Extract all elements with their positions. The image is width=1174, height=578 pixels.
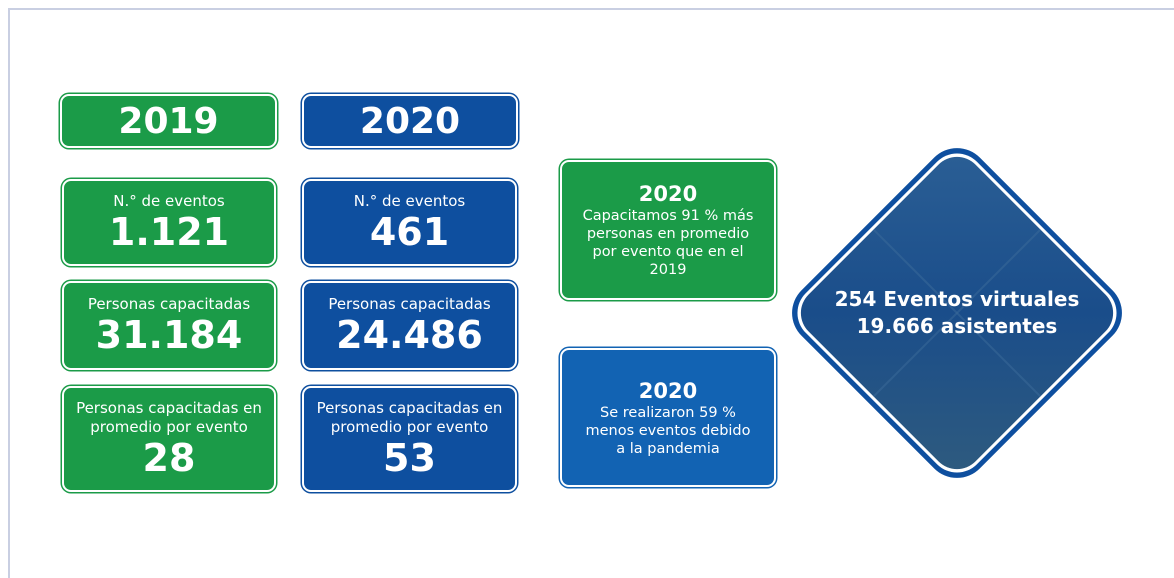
stat-box: Personas capacitadas 31.184 [62,281,276,370]
stat-box: Personas capacitadas 24.486 [302,281,517,370]
note-box: 2020 Se realizaron 59 % menos eventos de… [560,348,776,487]
stat-value: 461 [370,211,449,253]
page: 2019 2020 N.° de eventos 1.121 Personas … [0,0,1174,569]
year-header: 2019 [60,94,277,148]
stat-label: Personas capacitadas [82,295,256,314]
stat-label: N.° de eventos [107,192,231,211]
stat-value: 1.121 [109,211,229,253]
stat-value: 31.184 [96,314,243,356]
note-text: Se realizaron 59 % menos eventos debido … [581,404,756,458]
highlight-text: 254 Eventos virtuales 19.666 asistentes [797,286,1117,340]
stat-box: Personas capacitadas en promedio por eve… [62,386,276,492]
note-box: 2020 Capacitamos 91 % más personas en pr… [560,160,776,300]
stat-label: Personas capacitadas en promedio por eve… [304,399,515,437]
stat-box: N.° de eventos 1.121 [62,179,276,266]
stat-box: N.° de eventos 461 [302,179,517,266]
stat-label: Personas capacitadas [322,295,496,314]
year-header: 2020 [302,94,518,148]
stat-value: 53 [383,437,436,479]
highlight-line: 19.666 asistentes [797,313,1117,340]
stat-label: Personas capacitadas en promedio por eve… [64,399,274,437]
note-title: 2020 [639,181,697,207]
stat-value: 28 [143,437,196,479]
stat-label: N.° de eventos [348,192,472,211]
highlight-line: 254 Eventos virtuales [797,286,1117,313]
stat-box: Personas capacitadas en promedio por eve… [302,386,517,492]
note-text: Capacitamos 91 % más personas en promedi… [581,207,756,279]
note-title: 2020 [639,378,697,404]
stat-value: 24.486 [336,314,483,356]
